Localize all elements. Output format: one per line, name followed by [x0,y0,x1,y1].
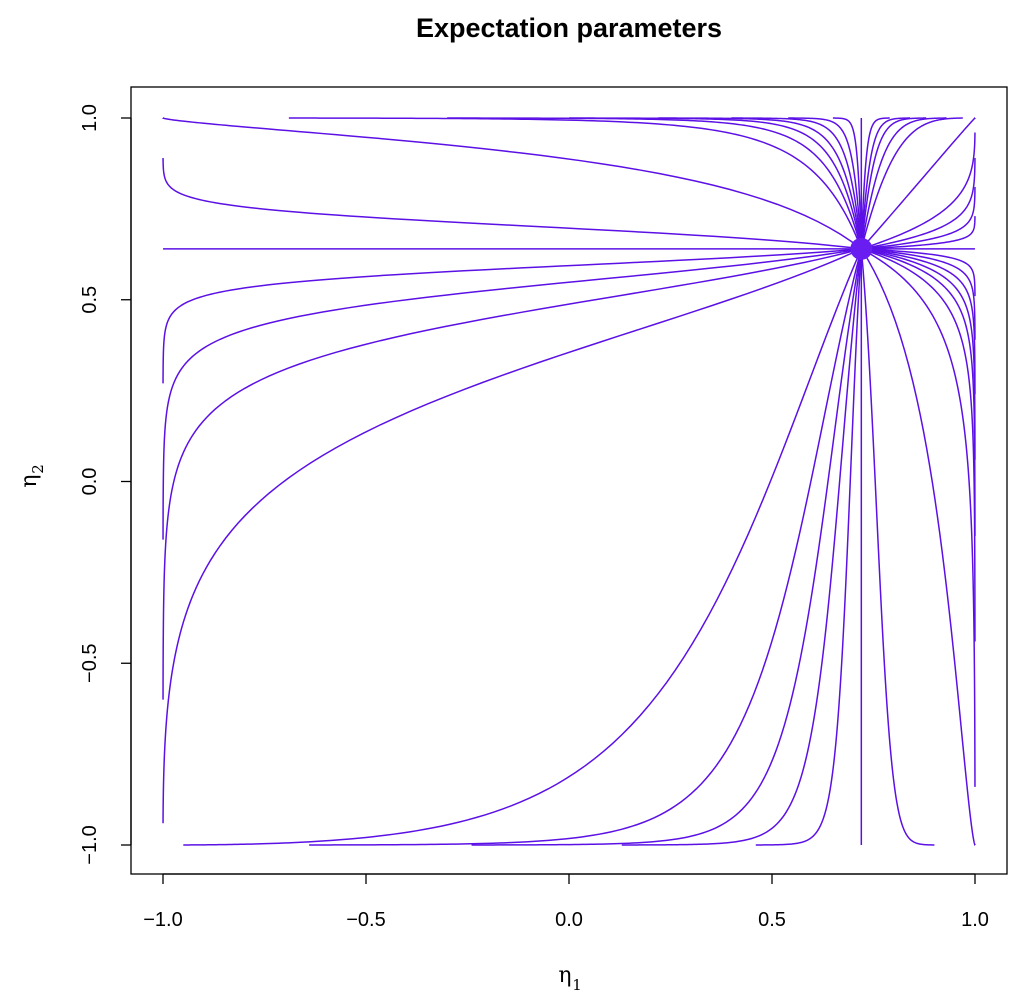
chart-title: Expectation parameters [416,13,722,43]
geodesic-curve [288,117,863,250]
geodesic-curve [861,248,976,297]
geodesic-curve [861,248,976,395]
y-tick-label: 0.5 [79,286,101,314]
y-axis: −1.0 −0.5 0.0 0.5 1.0 [79,104,132,865]
geodesic-curve [447,117,863,250]
geodesic-curve [162,117,862,250]
geodesic-curve [861,248,976,537]
x-axis-label-symbol: η [558,963,571,988]
x-tick-label: 0.0 [555,909,583,931]
geodesic-curve [162,248,862,540]
curves-group [162,117,976,846]
geodesic-curve [860,117,976,250]
geodesic-curve [861,248,976,642]
y-axis-label: η 2 [17,464,47,487]
geodesic-curve [861,216,976,250]
x-axis-label-subscript: 1 [572,976,582,994]
x-tick-label: −1.0 [143,909,182,931]
geodesic-curve [861,132,976,250]
x-tick-label: 0.5 [758,909,786,931]
y-tick-label: −1.0 [79,825,101,864]
geodesic-curve [621,248,863,846]
geodesic-curve [162,248,862,384]
geodesic-curve [860,248,976,846]
geodesic-curve [471,248,863,846]
geodesic-curve [162,157,862,250]
geodesic-curve [860,117,890,249]
geodesic-curve [788,117,863,249]
geodesic-curve [183,248,863,846]
geodesic-curve [861,157,976,250]
x-axis: −1.0 −0.5 0.0 0.5 1.0 [143,873,989,931]
focal-point [850,237,873,260]
geodesic-curve [731,117,863,249]
x-axis-label: η 1 [558,963,581,994]
geodesic-curve [860,248,935,846]
y-axis-label-symbol: η [17,474,42,487]
geodesic-curve [569,117,863,250]
geodesic-curve [860,117,911,249]
x-tick-label: 1.0 [961,909,989,931]
geodesic-curve [861,248,976,460]
geodesic-curve [860,117,927,249]
y-tick-label: −0.5 [79,644,101,683]
geodesic-curve [162,248,862,700]
geodesic-curve [860,117,963,250]
geodesic-curve [860,248,976,787]
y-tick-label: 1.0 [79,104,101,132]
y-tick-label: 0.0 [79,468,101,496]
geodesic-curve [861,187,976,250]
geodesic-curve [755,248,863,846]
geodesic-curve [309,248,863,846]
x-tick-label: −0.5 [346,909,385,931]
geodesic-curve [860,117,947,249]
geodesic-curve [162,248,862,824]
geodesic-curve [861,248,976,340]
y-axis-label-subscript: 2 [29,464,47,474]
geodesic-curve [832,117,863,249]
